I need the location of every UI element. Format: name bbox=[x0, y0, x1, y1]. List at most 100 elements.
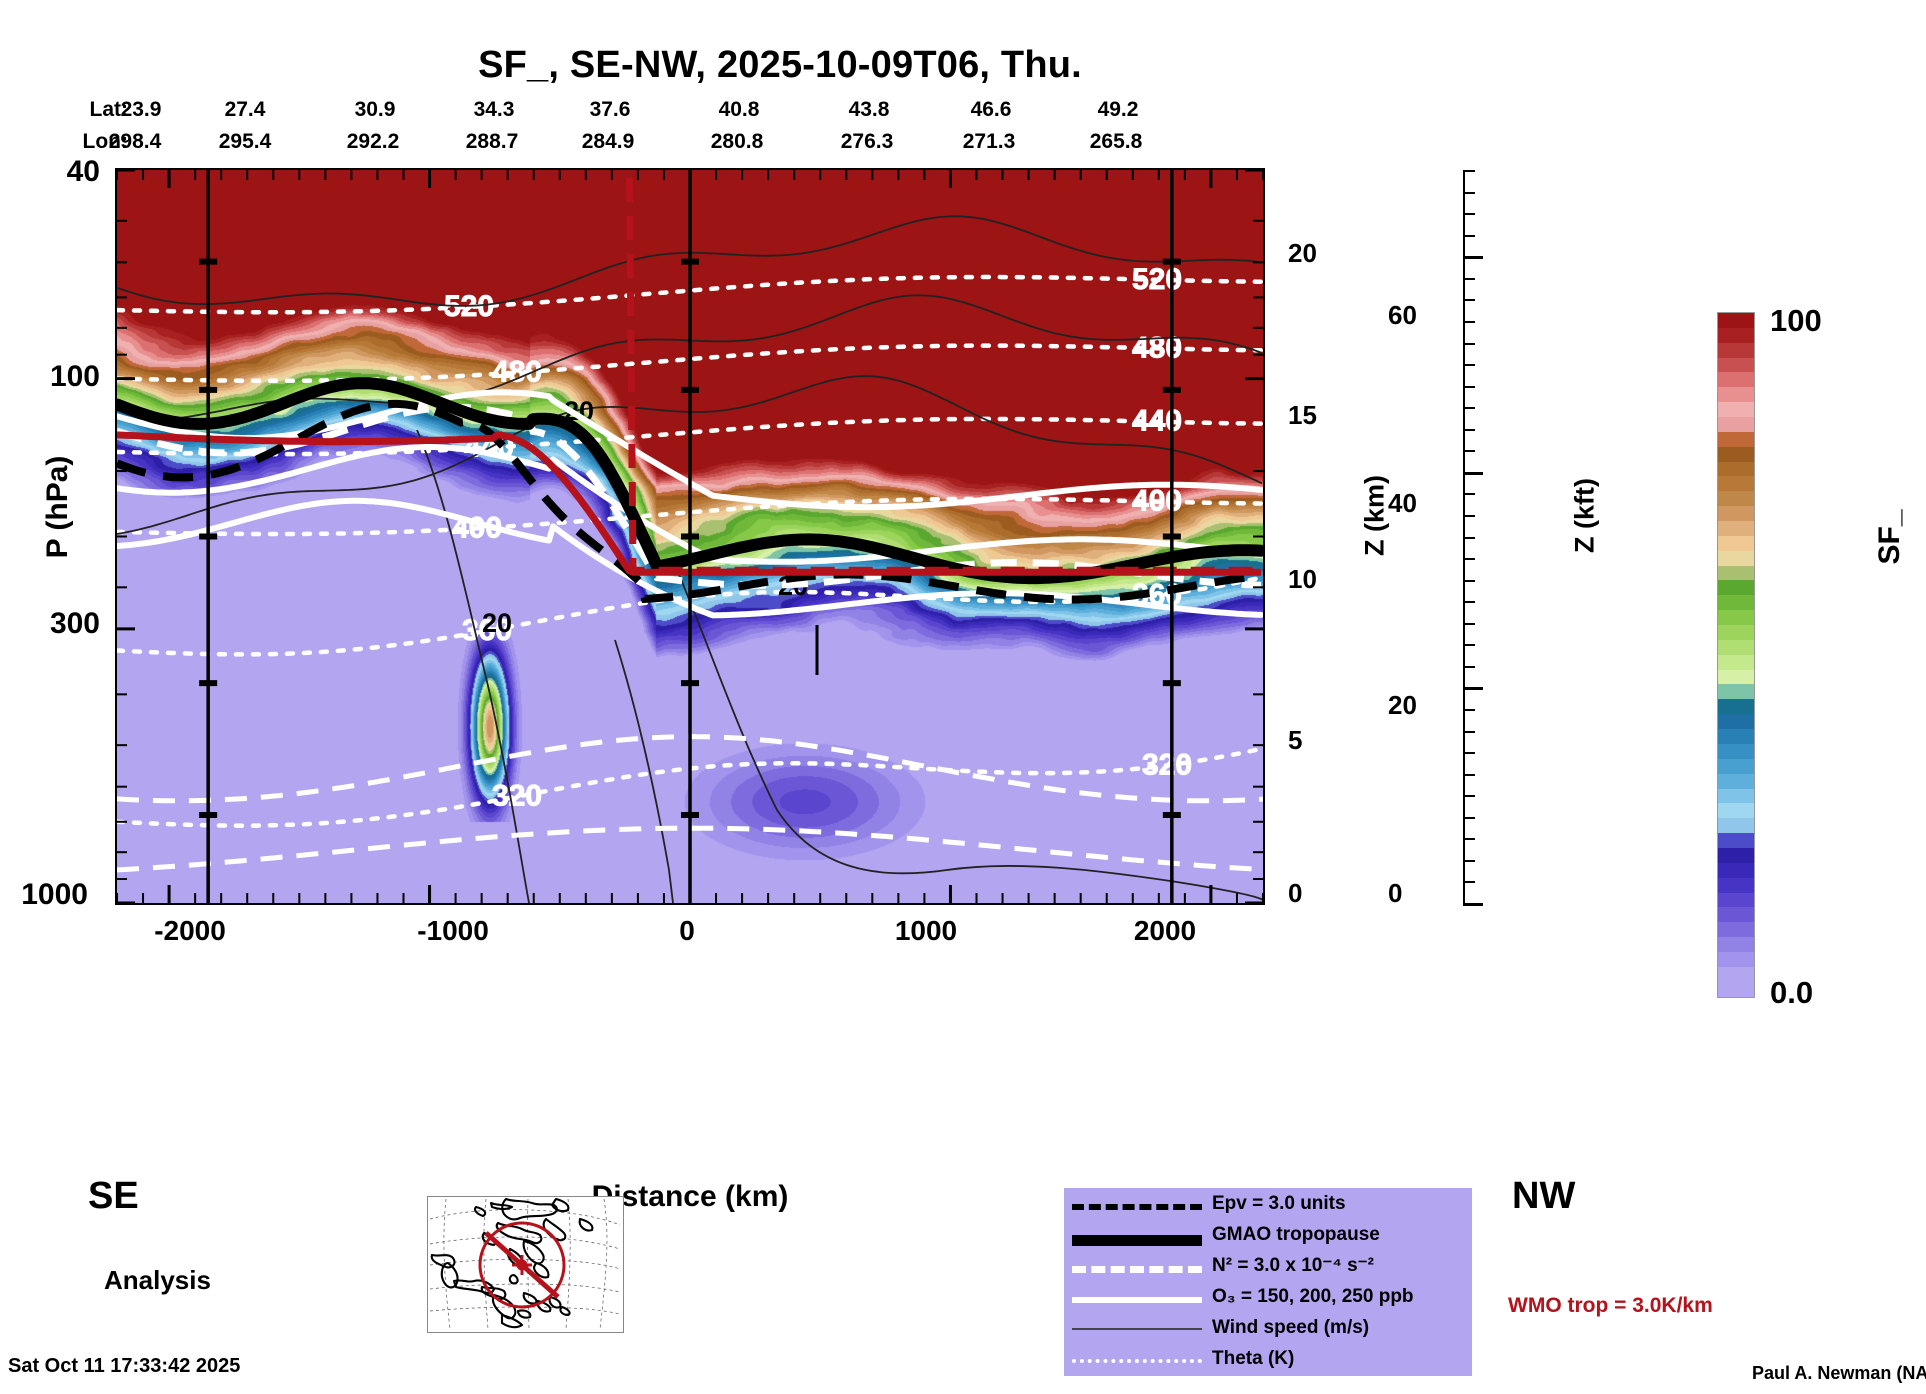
zkft-tick-20: 20 bbox=[1388, 690, 1417, 720]
colorbar-segment bbox=[1718, 818, 1754, 834]
x-tick-neg1000: -1000 bbox=[417, 915, 489, 946]
z-kft-tick bbox=[1463, 773, 1475, 776]
lat-value-1: 27.4 bbox=[224, 98, 266, 121]
page-title: SF_, SE-NW, 2025-10-09T06, Thu. bbox=[478, 44, 1082, 86]
colorbar-segment bbox=[1718, 402, 1754, 418]
lon-value-6: 276.3 bbox=[840, 130, 894, 153]
colorbar-segment bbox=[1718, 937, 1754, 952]
colorbar-segment bbox=[1718, 981, 1754, 997]
analysis-label: Analysis bbox=[104, 1265, 211, 1295]
x-tick-0: 0 bbox=[679, 915, 695, 946]
z-kft-tick bbox=[1463, 256, 1483, 260]
colorbar-segment bbox=[1718, 922, 1754, 938]
colorbar-segment bbox=[1718, 387, 1754, 403]
lat-value-0: 23.9 bbox=[120, 98, 162, 121]
colorbar-segment bbox=[1718, 951, 1754, 967]
colorbar-segment bbox=[1718, 491, 1754, 507]
colorbar-segment bbox=[1718, 847, 1754, 863]
se-direction-label: SE bbox=[88, 1175, 139, 1217]
z-kft-tick bbox=[1463, 644, 1475, 647]
z-kft-tick bbox=[1463, 191, 1475, 194]
z-kft-tick bbox=[1463, 234, 1475, 237]
z-kft-tick bbox=[1463, 514, 1475, 517]
y-tick-300: 300 bbox=[49, 607, 100, 640]
colorbar-segment bbox=[1718, 595, 1754, 611]
lat-value-4: 37.6 bbox=[589, 98, 631, 121]
tropopause-line-swatch bbox=[1072, 1222, 1202, 1248]
z-kft-tick bbox=[1463, 213, 1475, 216]
z-kft-tick bbox=[1463, 277, 1475, 280]
colorbar-segment bbox=[1718, 625, 1754, 640]
colorbar-segment bbox=[1718, 431, 1754, 447]
z-kft-tick bbox=[1463, 730, 1475, 733]
z-kft-tick bbox=[1463, 493, 1475, 496]
wind-line-swatch bbox=[1072, 1315, 1202, 1341]
author-credit: Paul A. Newman (NASA bbox=[1752, 1363, 1926, 1383]
lat-value-5: 40.8 bbox=[718, 98, 760, 121]
z-kft-tick bbox=[1463, 471, 1483, 475]
x-axis-label: Distance (km) bbox=[591, 1180, 789, 1213]
y-tick-100: 100 bbox=[49, 360, 100, 393]
lat-value-6: 43.8 bbox=[848, 98, 890, 121]
colorbar-segment bbox=[1718, 580, 1754, 596]
colorbar-segment bbox=[1718, 654, 1754, 670]
colorbar-segment bbox=[1718, 461, 1754, 477]
legend-label-tropopause: GMAO tropopause bbox=[1212, 1223, 1380, 1245]
svg-text:520: 520 bbox=[1132, 263, 1182, 296]
lon-value-0: 298.4 bbox=[108, 130, 162, 153]
colorbar-segment bbox=[1718, 729, 1754, 744]
svg-text:360: 360 bbox=[462, 614, 512, 647]
colorbar-segment bbox=[1718, 357, 1754, 373]
epv-line-swatch bbox=[1072, 1191, 1202, 1217]
legend-item-n2: N² = 3.0 x 10⁻⁴ s⁻² bbox=[1064, 1250, 1472, 1281]
z-kft-tick bbox=[1463, 665, 1475, 668]
svg-text:320: 320 bbox=[1142, 748, 1192, 781]
colorbar-segment bbox=[1718, 788, 1754, 804]
lat-label: Lat: bbox=[89, 98, 129, 121]
z-kft-tick bbox=[1463, 795, 1475, 798]
theta-line-swatch bbox=[1072, 1346, 1202, 1372]
generation-timestamp: Sat Oct 11 17:33:42 2025 bbox=[8, 1355, 241, 1377]
z-kft-tick bbox=[1463, 838, 1475, 841]
z-kft-tick bbox=[1463, 752, 1475, 755]
svg-text:480: 480 bbox=[1132, 331, 1182, 364]
lon-value-3: 288.7 bbox=[465, 130, 519, 153]
lon-value-2: 292.2 bbox=[346, 130, 400, 153]
zkft-tick-60: 60 bbox=[1388, 300, 1417, 330]
colorbar-segment bbox=[1718, 535, 1754, 551]
colorbar-label: SF_ bbox=[1873, 509, 1906, 565]
z-kft-tick bbox=[1463, 881, 1475, 884]
colorbar-segment bbox=[1718, 521, 1754, 536]
o3-line-swatch bbox=[1072, 1284, 1202, 1310]
legend-label-wind: Wind speed (m/s) bbox=[1212, 1316, 1370, 1338]
legend-label-n2: N² = 3.0 x 10⁻⁴ s⁻² bbox=[1212, 1255, 1375, 1276]
lon-value-5: 280.8 bbox=[710, 130, 764, 153]
colorbar-segment bbox=[1718, 610, 1754, 626]
legend-item-theta: Theta (K) bbox=[1064, 1343, 1472, 1374]
z-kft-tick bbox=[1463, 407, 1475, 410]
z-kft-tick bbox=[1463, 558, 1475, 561]
svg-text:440: 440 bbox=[1132, 405, 1182, 438]
z-kft-tick bbox=[1463, 601, 1475, 604]
colorbar-segment bbox=[1718, 966, 1754, 982]
cross-section-plot[interactable]: 320 320 360 360 400 400 440 440 480 480 520 520 20 20… bbox=[115, 168, 1265, 905]
colorbar-segment bbox=[1718, 833, 1754, 848]
domain-circle bbox=[478, 1221, 566, 1309]
svg-text:400: 400 bbox=[1132, 485, 1182, 518]
colorbar-segment bbox=[1718, 862, 1754, 878]
inset-locator-map[interactable] bbox=[427, 1196, 624, 1333]
colorbar-segment bbox=[1718, 639, 1754, 655]
colorbar bbox=[1717, 312, 1755, 998]
nw-direction-label: NW bbox=[1512, 1175, 1576, 1217]
z-kft-tick bbox=[1463, 450, 1475, 453]
svg-text:320: 320 bbox=[492, 780, 542, 813]
y-axis-label: P (hPa) bbox=[41, 455, 74, 559]
z-kft-axis-label: Z (kft) bbox=[1569, 478, 1600, 553]
zkm-tick-0: 0 bbox=[1288, 878, 1303, 908]
colorbar-min-label: 0.0 bbox=[1770, 975, 1814, 1010]
legend-label-theta: Theta (K) bbox=[1212, 1347, 1295, 1369]
lon-label: Lon: bbox=[82, 130, 128, 153]
z-kft-tick bbox=[1463, 622, 1475, 625]
z-kft-tick bbox=[1463, 536, 1475, 539]
zkm-tick-5: 5 bbox=[1288, 725, 1303, 755]
